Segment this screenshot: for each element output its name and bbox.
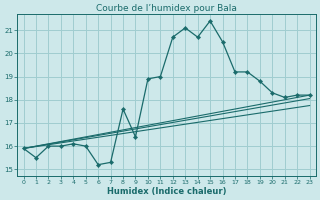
Title: Courbe de l’humidex pour Bala: Courbe de l’humidex pour Bala	[96, 4, 237, 13]
X-axis label: Humidex (Indice chaleur): Humidex (Indice chaleur)	[107, 187, 226, 196]
